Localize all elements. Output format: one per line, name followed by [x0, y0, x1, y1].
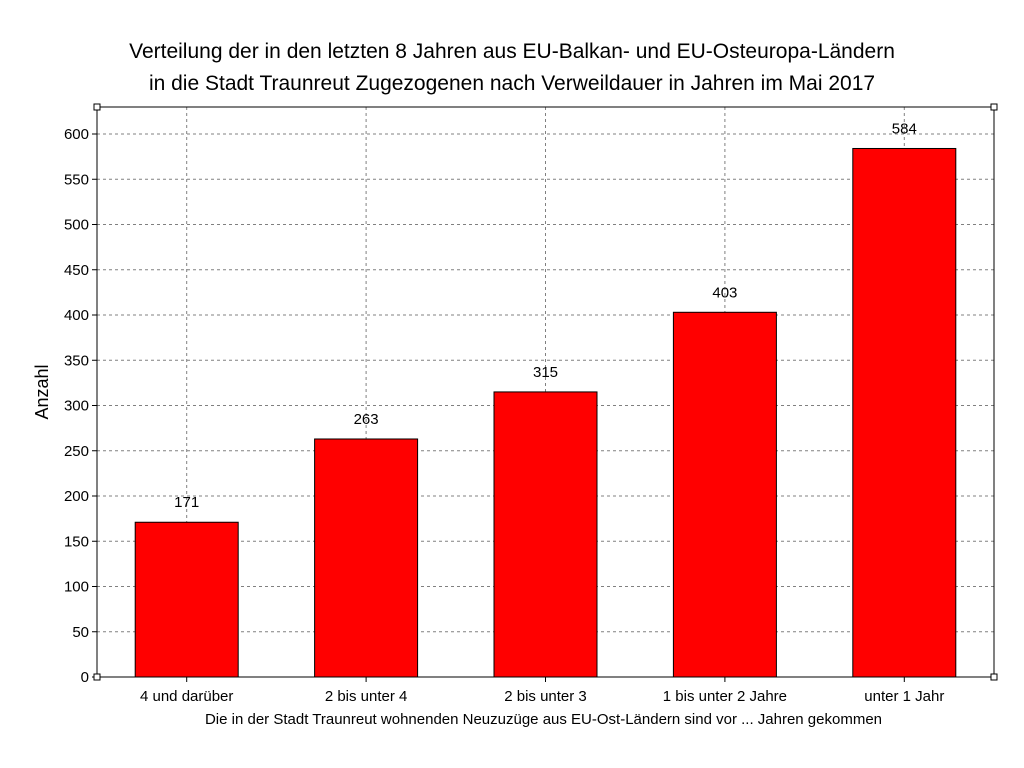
data-labels: 171 263 315 403 584 — [174, 120, 917, 511]
x-tick-label: 2 bis unter 3 — [504, 688, 587, 705]
y-tick-label: 0 — [81, 669, 89, 686]
data-label: 584 — [892, 120, 917, 137]
bars — [134, 147, 957, 678]
x-tick-label: 4 und darüber — [140, 688, 233, 705]
bar — [852, 147, 957, 678]
x-axis-ticks: 4 und darüber 2 bis unter 4 2 bis unter 3 1… — [140, 677, 944, 705]
y-tick-label: 500 — [64, 217, 89, 234]
x-tick-label: 2 bis unter 4 — [325, 688, 408, 705]
y-tick-label: 100 — [64, 579, 89, 596]
frame-handle[interactable] — [990, 103, 998, 111]
bar — [493, 391, 598, 678]
y-tick-label: 50 — [72, 624, 89, 641]
frame-handle[interactable] — [93, 103, 101, 111]
y-tick-label: 600 — [64, 126, 89, 143]
data-label: 263 — [354, 411, 379, 428]
y-tick-label: 550 — [64, 171, 89, 188]
bar — [134, 521, 239, 678]
x-axis-title: Die in der Stadt Traunreut wohnenden Neu… — [205, 711, 882, 728]
y-tick-label: 300 — [64, 398, 89, 415]
y-tick-label: 200 — [64, 488, 89, 505]
bar — [672, 311, 777, 678]
y-tick-label: 250 — [64, 443, 89, 460]
frame-handles — [93, 103, 998, 681]
y-tick-label: 350 — [64, 352, 89, 369]
y-tick-label: 450 — [64, 262, 89, 279]
y-tick-label: 400 — [64, 307, 89, 324]
frame-handle[interactable] — [990, 673, 998, 681]
y-tick-label: 150 — [64, 533, 89, 550]
data-label: 315 — [533, 364, 558, 381]
chart-title-line-2: in die Stadt Traunreut Zugezogenen nach … — [148, 72, 876, 95]
data-label: 403 — [712, 284, 737, 301]
bar — [314, 438, 419, 678]
x-tick-label: unter 1 Jahr — [864, 688, 944, 705]
chart-title-line-1: Verteilung der in den letzten 8 Jahren a… — [129, 40, 895, 63]
y-axis-title: Anzahl — [32, 364, 52, 419]
x-tick-label: 1 bis unter 2 Jahre — [663, 688, 787, 705]
data-label: 171 — [174, 494, 199, 511]
frame-handle[interactable] — [93, 673, 101, 681]
y-axis-ticks: 0 50 100 150 200 250 300 350 400 450 500 550 600 — [64, 126, 97, 686]
